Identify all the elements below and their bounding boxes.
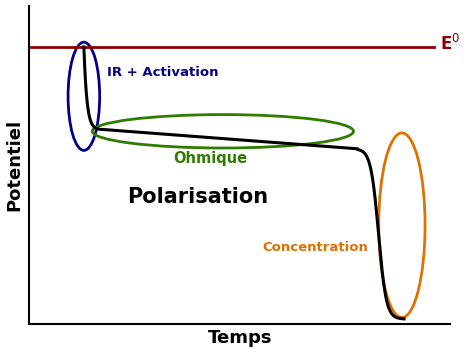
Text: Ohmique: Ohmique xyxy=(173,151,248,166)
Text: Concentration: Concentration xyxy=(262,241,368,254)
Text: E$^{0}$: E$^{0}$ xyxy=(440,34,460,54)
Y-axis label: Potentiel: Potentiel xyxy=(6,119,23,211)
X-axis label: Temps: Temps xyxy=(207,329,272,347)
Text: Polarisation: Polarisation xyxy=(127,186,268,207)
Text: IR + Activation: IR + Activation xyxy=(107,66,219,79)
